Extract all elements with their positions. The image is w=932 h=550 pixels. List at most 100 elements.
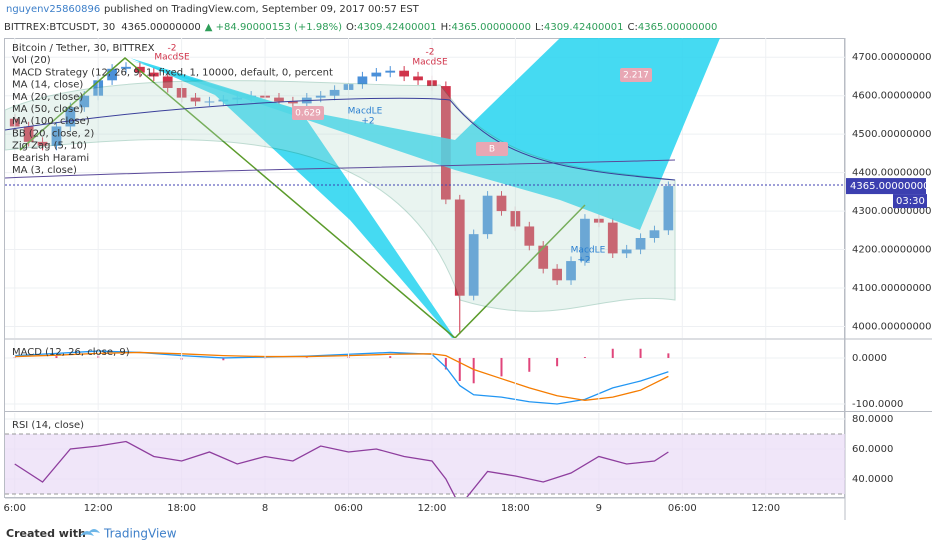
legend-item: MA (14, close) — [12, 80, 83, 91]
histogram-bar — [639, 348, 642, 358]
last-price-tag — [846, 178, 926, 195]
histogram-bar — [472, 357, 475, 384]
histogram-bar — [500, 357, 503, 377]
legend-item: MA (100, close) — [12, 116, 90, 127]
series-line — [14, 440, 669, 497]
panel — [5, 38, 845, 338]
rsi-band — [5, 434, 845, 494]
histogram-bar — [389, 356, 392, 358]
candle-body — [385, 70, 396, 73]
candle-body — [552, 268, 562, 281]
candle-body — [607, 222, 618, 254]
x-tick-label: 6:00 — [4, 503, 26, 514]
y-tick-label: 40.0000 — [852, 474, 893, 485]
candle-body — [107, 68, 117, 81]
candle-body — [538, 245, 549, 269]
histogram-bar — [222, 357, 225, 361]
annotation: B — [489, 145, 495, 155]
annotation: +2 — [361, 117, 374, 127]
histogram-bar — [583, 357, 586, 358]
histogram-bar — [444, 357, 447, 370]
x-tick-label: 12:00 — [84, 503, 113, 514]
price: 4365.00000000 — [121, 22, 201, 33]
candle-body — [204, 101, 215, 103]
panel-title: RSI (14, close) — [12, 420, 84, 431]
candle-body — [524, 226, 535, 246]
candle-body — [162, 76, 173, 88]
candle-body — [288, 101, 298, 104]
x-tick-label: 06:00 — [668, 503, 697, 514]
author[interactable]: nguyenv25860896 — [6, 4, 100, 15]
y-tick-label: 4700.00000000 — [852, 52, 932, 63]
countdown: 03:30 — [896, 196, 925, 207]
histogram-bar — [458, 357, 461, 381]
brand[interactable]: TradingView — [103, 527, 177, 541]
candle-body — [371, 72, 382, 77]
change: ▲ +84.90000153 (+1.98%) — [205, 22, 342, 33]
x-tick-label: 18:00 — [501, 503, 530, 514]
candle-body — [121, 66, 131, 69]
annotation: +2 — [577, 256, 590, 266]
legend-item: MA (20, close) — [12, 92, 83, 103]
candle-body — [399, 70, 410, 77]
bollinger-band — [5, 80, 676, 312]
y-tick-label: 60.0000 — [852, 444, 893, 455]
x-tick-label: 06:00 — [334, 503, 363, 514]
y-tick-label: 4200.00000000 — [852, 245, 932, 256]
open: 4309.42400001 — [357, 22, 437, 33]
candle-body — [329, 89, 340, 96]
zigzag — [19, 57, 586, 338]
candle-body — [23, 126, 34, 142]
legend-item: MA (50, close) — [12, 104, 83, 115]
legend-item: MA (3, close) — [12, 165, 77, 176]
legend-item: Bitcoin / Tether, 30, BITTREX — [12, 43, 155, 54]
candle-body — [51, 126, 62, 146]
annotation: -2 — [426, 48, 435, 58]
annotation-bg — [620, 68, 652, 82]
annotation-bg — [292, 106, 324, 120]
annotation: MacdLE — [348, 107, 383, 117]
y-tick-label: 0.0000 — [852, 353, 887, 364]
histogram-bar — [528, 357, 531, 372]
y-tick-label: 4100.00000000 — [852, 283, 932, 294]
annotation: 0.629 — [295, 109, 321, 119]
quote-line: BITTREX:BTCUSDT, 30 4365.00000000 ▲ +84.90… — [4, 22, 717, 33]
histogram-bar — [667, 353, 670, 358]
y-tick-label: 4300.00000000 — [852, 206, 932, 217]
annotation: 2.217 — [623, 71, 649, 81]
histogram-bar — [611, 348, 614, 358]
pattern-fill — [130, 38, 720, 230]
candle-body — [79, 95, 90, 108]
candle-body — [566, 261, 576, 281]
legend-item: Bearish Harami — [12, 153, 89, 164]
panel-title: MACD (12, 26, close, 9) — [12, 347, 130, 358]
histogram-bar — [55, 356, 58, 358]
last-price-label: 4365.00000000 — [850, 181, 930, 192]
candle-body — [468, 234, 479, 296]
candle-body — [482, 195, 493, 235]
x-tick-label: 9 — [596, 503, 602, 514]
high: 4365.00000000 — [451, 22, 531, 33]
legend-item: Vol (20) — [12, 55, 51, 66]
ma-100 — [5, 159, 676, 179]
candle-body — [190, 97, 201, 102]
candle-body — [663, 186, 674, 231]
annotation: MacdLE — [571, 246, 606, 256]
ma-50 — [5, 97, 676, 181]
y-tick-label: 4400.00000000 — [852, 168, 932, 179]
brand-logo — [80, 529, 100, 536]
close: 4365.00000000 — [638, 22, 718, 33]
candle-body — [148, 72, 159, 77]
annotation: -2 — [168, 44, 177, 54]
annotation-bg — [476, 142, 508, 156]
candle-body — [65, 107, 76, 127]
annotation: MacdSE — [412, 58, 448, 68]
x-tick-label: 12:00 — [418, 503, 447, 514]
high-label: H: — [441, 22, 452, 33]
candle-body — [37, 141, 48, 146]
histogram-bar — [556, 357, 559, 367]
x-tick-label: 18:00 — [167, 503, 196, 514]
candle-body — [274, 97, 284, 102]
